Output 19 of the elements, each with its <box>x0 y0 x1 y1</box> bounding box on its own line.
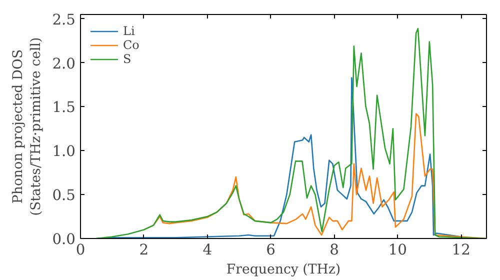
y-tick-label: 2.5 <box>52 11 76 28</box>
legend-label: Li <box>123 24 136 38</box>
legend-label: S <box>123 52 132 66</box>
x-tick-label: 2 <box>139 242 149 258</box>
y-tick-label: 2.0 <box>52 55 76 72</box>
y-tick-label: 0.5 <box>52 187 76 204</box>
x-axis-title: Frequency (THz) <box>226 262 341 278</box>
y-tick-label: 0.0 <box>52 231 76 248</box>
x-tick-label: 8 <box>330 242 339 258</box>
legend-label: Co <box>123 38 140 52</box>
y-axis-title: Phonon projected DOS (States/THz·primitive cell) <box>11 37 44 216</box>
x-tick-label: 0 <box>76 242 86 258</box>
y-tick-label: 1.0 <box>52 143 76 160</box>
x-tick-label: 10 <box>388 242 408 258</box>
x-tick-label: 4 <box>202 242 212 258</box>
x-tick-label: 6 <box>266 242 276 258</box>
x-tick-label: 12 <box>452 242 470 258</box>
y-tick-label: 1.5 <box>52 99 76 116</box>
line-series <box>96 28 486 238</box>
